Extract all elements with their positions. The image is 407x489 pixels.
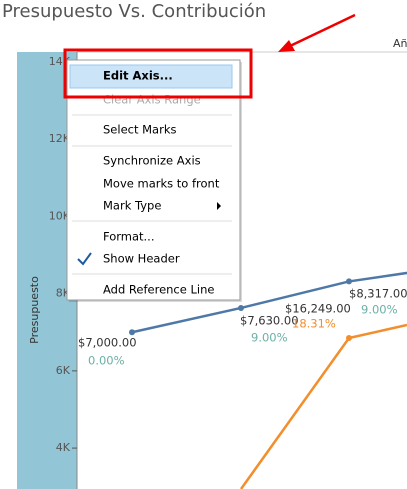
- data-label: $7,630.00: [240, 314, 299, 328]
- menu-item[interactable]: Format...: [103, 230, 155, 244]
- menu-item[interactable]: Select Marks: [103, 123, 176, 137]
- red-arrowhead: [278, 40, 295, 52]
- y-tick-label: 6K: [56, 364, 71, 377]
- orange-line: [239, 323, 407, 489]
- blue-point: [129, 329, 135, 336]
- sheet-title: Presupuesto Vs. Contribución: [2, 1, 266, 22]
- data-label: $7,000.00: [78, 336, 137, 350]
- menu-highlight: [69, 64, 233, 89]
- blue-point: [238, 304, 244, 311]
- percent-label: 18.31%: [292, 317, 336, 331]
- percent-label: 0.00%: [88, 354, 125, 368]
- red-arrow: [289, 13, 356, 48]
- data-label: $8,317.00: [349, 287, 407, 301]
- menu-item[interactable]: Edit Axis...: [103, 69, 173, 83]
- y-tick-label: 10K: [49, 209, 71, 222]
- y-tick-label: 4K: [56, 441, 71, 454]
- axis-title: Presupuesto: [28, 276, 41, 344]
- menu-item[interactable]: Show Header: [103, 252, 180, 266]
- red-highlight-box: [63, 48, 253, 99]
- blue-line: [131, 271, 407, 334]
- percent-label: 9.00%: [251, 331, 288, 345]
- column-header: Añ: [393, 37, 407, 50]
- menu-item[interactable]: Mark Type: [103, 199, 161, 213]
- menu-item[interactable]: Synchronize Axis: [103, 154, 201, 168]
- orange-point: [346, 335, 352, 341]
- checkmark: [77, 252, 92, 266]
- blue-point: [346, 278, 352, 285]
- submenu-arrow: [217, 202, 221, 210]
- menu-item[interactable]: Add Reference Line: [103, 283, 214, 297]
- data-label: $16,249.00: [285, 302, 351, 316]
- context-menu: [66, 59, 241, 301]
- menu-item: Clear Axis Range: [103, 93, 201, 107]
- percent-label: 9.00%: [361, 303, 398, 317]
- y-tick-label: 12K: [49, 132, 71, 145]
- menu-item[interactable]: Move marks to front: [103, 177, 220, 191]
